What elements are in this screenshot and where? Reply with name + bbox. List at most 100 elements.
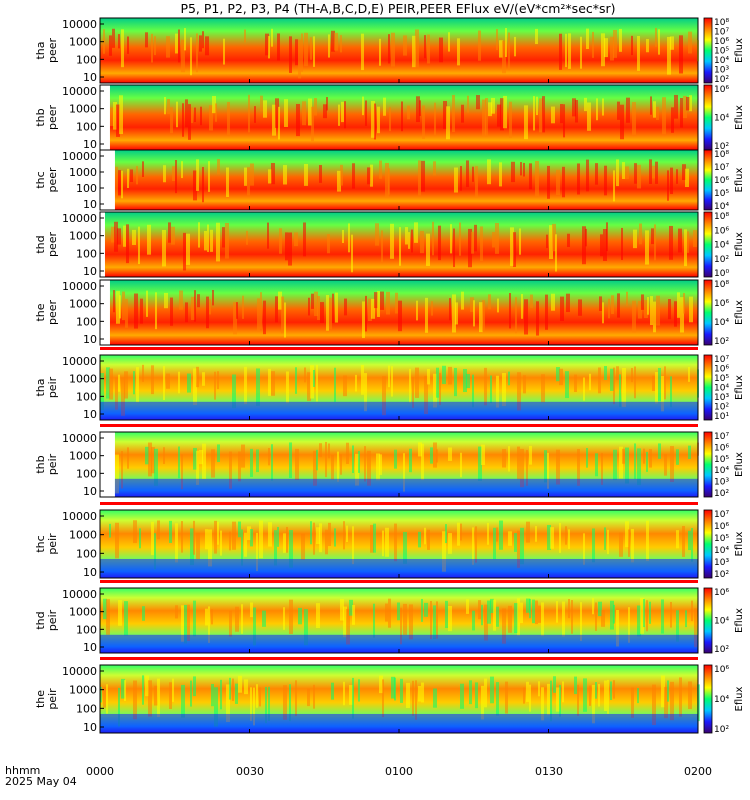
colorbar: [703, 149, 713, 211]
y-tick-label: 1000: [69, 36, 97, 49]
y-tick-label: 10: [83, 408, 97, 421]
colorbar-tick-label: 10⁵: [714, 534, 729, 544]
colorbar-tick-label: 10⁷: [714, 28, 729, 38]
y-tick-label: 10: [83, 641, 97, 654]
y-tick-label: 10: [83, 265, 97, 278]
instrument-label: peir: [46, 609, 59, 631]
y-tick-label: 100: [76, 623, 97, 636]
instrument-label: peir: [46, 688, 59, 710]
panel-thc-peir: 10000 1000 100 10 thc peir 10⁷ 10⁶ 10⁵ 10⁴ 10³ 10² E…: [34, 502, 745, 580]
y-tick-label: 10000: [62, 85, 97, 98]
colorbar-tick-label: 10²: [714, 489, 729, 499]
y-tick-label: 100: [76, 182, 97, 195]
y-tick-label: 10000: [62, 212, 97, 225]
probe-label: the: [34, 303, 47, 321]
colorbar-tick-label: 10⁴: [714, 466, 729, 476]
colorbar: [703, 211, 713, 278]
probe-label: thc: [34, 535, 47, 552]
colorbar-tick-label: 10⁷: [714, 355, 729, 365]
time-tick-3: 0130: [535, 765, 563, 778]
y-tick-label: 100: [76, 390, 97, 403]
y-tick-label: 1000: [69, 450, 97, 463]
colorbar-tick-label: 10⁵: [714, 374, 729, 384]
colorbar: [703, 354, 713, 421]
figure-title: P5, P1, P2, P3, P4 (TH-A,B,C,D,E) PEIR,P…: [180, 1, 615, 16]
y-tick-label: 10: [83, 71, 97, 84]
probe-label: thd: [34, 611, 47, 629]
colorbar-tick-label: 10¹: [714, 412, 729, 422]
colorbar-tick-label: 10²: [714, 75, 729, 85]
y-tick-label: 1000: [69, 166, 97, 179]
y-tick-label: 1000: [69, 103, 97, 116]
colorbar-tick-label: 10⁷: [714, 163, 729, 173]
instrument-label: peer: [46, 232, 59, 258]
colorbar: [703, 509, 713, 579]
spectrogram-image: [114, 150, 698, 210]
panel-the-peer: 10000 1000 100 10 the peer 10⁸ 10⁶ 10⁴ 10² Eflux: [34, 279, 745, 347]
time-axis-date: 2025 May 04: [5, 775, 77, 788]
colorbar-tick-label: 10²: [714, 403, 729, 413]
y-tick-label: 1000: [69, 606, 97, 619]
instrument-label: peer: [46, 105, 59, 131]
colorbar-label: Eflux: [734, 232, 745, 257]
y-tick-label: 10: [83, 721, 97, 734]
colorbar-label: Eflux: [734, 38, 745, 63]
y-tick-label: 10000: [62, 588, 97, 601]
colorbar-tick-label: 10⁶: [714, 226, 729, 236]
instrument-label: peir: [46, 533, 59, 555]
y-tick-label: 1000: [69, 298, 97, 311]
colorbar: [703, 17, 713, 84]
colorbar-tick-label: 10²: [714, 725, 729, 735]
probe-label: the: [34, 690, 47, 708]
colorbar-tick-label: 10²: [714, 570, 729, 580]
colorbar-tick-label: 10⁸: [714, 150, 729, 160]
y-tick-label: 100: [76, 467, 97, 480]
colorbar-tick-label: 10²: [714, 337, 729, 347]
panel-thb-peer: 10000 1000 100 10 thb peer 10⁶ 10⁴ 10² Eflux: [34, 84, 745, 152]
colorbar-tick-label: 10⁵: [714, 455, 729, 465]
time-tick-4: 0200: [684, 765, 712, 778]
y-tick-label: 100: [76, 315, 97, 328]
colorbar-label: Eflux: [734, 686, 745, 711]
colorbar-tick-label: 10⁵: [714, 189, 729, 199]
y-tick-label: 10000: [62, 150, 97, 163]
colorbar-tick-label: 10⁵: [714, 47, 729, 57]
instrument-label: peir: [46, 376, 59, 398]
colorbar: [703, 431, 713, 498]
y-tick-label: 100: [76, 120, 97, 133]
spectrogram-image: [100, 18, 698, 83]
colorbar-tick-label: 10⁸: [714, 280, 729, 290]
colorbar-tick-label: 10²: [714, 142, 729, 152]
colorbar: [703, 84, 713, 151]
y-tick-label: 100: [76, 547, 97, 560]
probe-label: thd: [34, 235, 47, 253]
colorbar-tick-label: 10⁶: [714, 443, 729, 453]
colorbar-tick-label: 10³: [714, 478, 729, 488]
panel-thd-peir: 10000 1000 100 10 thd peir 10⁶ 10⁴ 10² Eflux: [34, 580, 745, 655]
probe-label: thc: [34, 171, 47, 188]
y-tick-label: 10: [83, 485, 97, 498]
colorbar-tick-label: 10⁸: [714, 212, 729, 222]
spectrogram-image: [109, 85, 698, 150]
colorbar-tick-label: 10⁴: [714, 617, 729, 627]
colorbar-tick-label: 10³: [714, 393, 729, 403]
colorbar-tick-label: 10⁴: [714, 546, 729, 556]
colorbar-tick-label: 10⁶: [714, 176, 729, 186]
colorbar-label: Eflux: [734, 300, 745, 325]
panel-the-peir: 10000 1000 100 10 the peir 10⁶ 10⁴ 10² Eflux: [34, 657, 745, 735]
colorbar-tick-label: 10⁷: [714, 510, 729, 520]
colorbar-tick-label: 10⁸: [714, 18, 729, 28]
time-tick-1: 0030: [236, 765, 264, 778]
colorbar: [703, 587, 713, 654]
probe-label: thb: [34, 108, 47, 126]
colorbar: [703, 664, 713, 734]
colorbar-tick-label: 10⁴: [714, 384, 729, 394]
colorbar-label: Eflux: [734, 531, 745, 556]
y-tick-label: 10000: [62, 280, 97, 293]
panel-tha-peer: 10000 1000 100 10 tha peer 10⁸10⁷10⁶10⁵10⁴10³1…: [34, 17, 745, 85]
y-tick-label: 100: [76, 247, 97, 260]
colorbar-tick-label: 10⁶: [714, 85, 729, 95]
colorbar-tick-label: 10²: [714, 645, 729, 655]
